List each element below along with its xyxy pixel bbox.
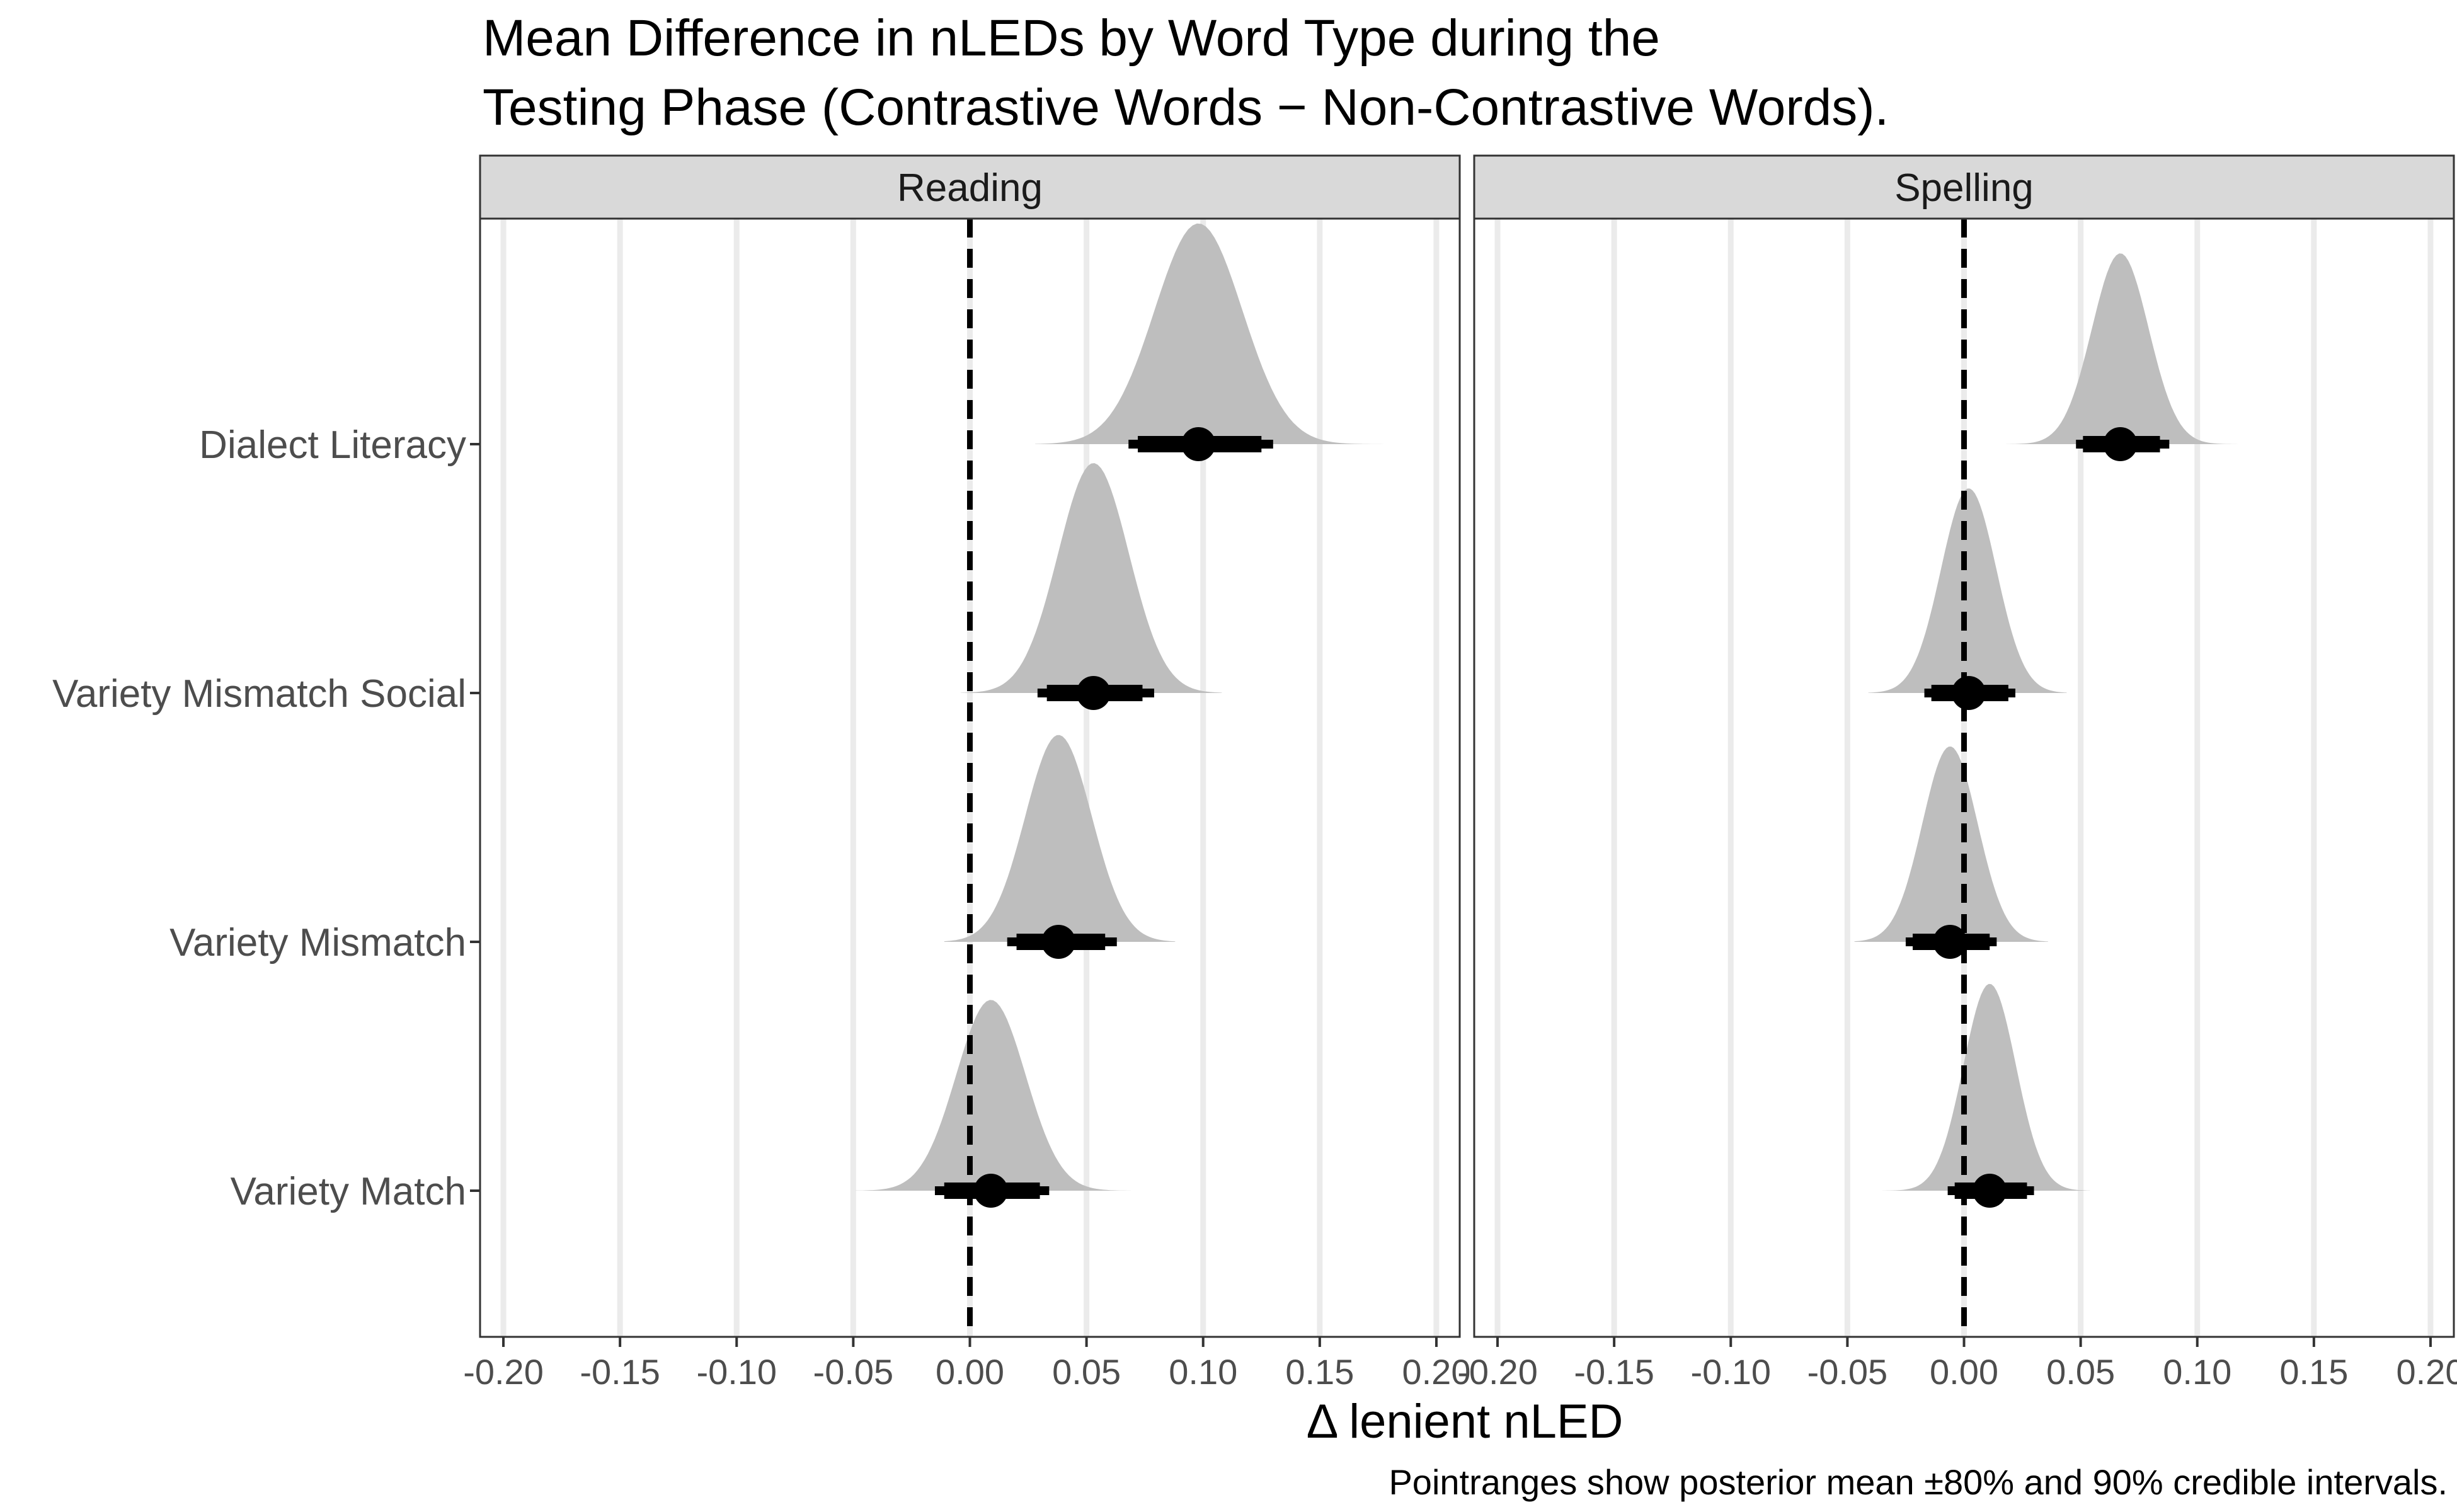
- facet-panels: Reading -0.20 -0.15 -0.10 -0.05 0.00 0.05 0.10 0…: [463, 154, 2457, 1392]
- strip-spelling: [1473, 154, 2455, 220]
- density-spelling-variety-mismatch: [1854, 747, 2048, 942]
- y-axis: Dialect Literacy Variety Mismatch Social V…: [52, 423, 480, 1213]
- strip-reading: [479, 154, 1461, 220]
- density-spelling-dialect-literacy: [2006, 253, 2251, 444]
- strip-label-reading: Reading: [897, 166, 1043, 210]
- x-tick-label: 0.10: [2163, 1352, 2231, 1392]
- x-tick-label: -0.05: [1807, 1352, 1888, 1392]
- panel-spelling: Spelling -0.20 -0.15 -0.10 -0.05 0.00 0.05 0.10…: [1457, 154, 2457, 1392]
- mean-point-reading-variety-match: [973, 1174, 1008, 1208]
- chart-caption: Pointranges show posterior mean ±80% and…: [1389, 1462, 2448, 1502]
- density-reading-variety-mismatch: [944, 735, 1176, 942]
- x-tick-label: -0.05: [813, 1352, 894, 1392]
- y-tick-label-dialect-literacy: Dialect Literacy: [199, 423, 466, 467]
- x-tick-label: 0.20: [2396, 1352, 2457, 1392]
- mean-point-reading-variety-mismatch-social: [1076, 676, 1111, 710]
- y-tick-label-variety-mismatch: Variety Mismatch: [169, 921, 466, 965]
- x-tick-label: -0.15: [1574, 1352, 1654, 1392]
- y-tick-label-variety-match: Variety Match: [231, 1170, 466, 1213]
- x-tick-label: 0.15: [2279, 1352, 2348, 1392]
- x-tick-label: 0.05: [2046, 1352, 2115, 1392]
- mean-point-spelling-variety-mismatch: [1933, 925, 1967, 959]
- x-tick-label: -0.15: [580, 1352, 660, 1392]
- density-spelling-variety-match: [1882, 983, 2090, 1191]
- x-tick-label: 0.00: [936, 1352, 1004, 1392]
- density-reading-dialect-literacy: [1035, 223, 1385, 444]
- density-spelling-variety-mismatch-social: [1868, 488, 2067, 693]
- x-axis-title: Δ lenient nLED: [1307, 1395, 1624, 1448]
- x-tick-label: -0.10: [696, 1352, 777, 1392]
- mean-point-reading-dialect-literacy: [1181, 427, 1216, 461]
- mean-point-spelling-variety-mismatch-social: [1951, 676, 1986, 710]
- panel-reading: Reading -0.20 -0.15 -0.10 -0.05 0.00 0.05 0.10 0…: [463, 154, 1470, 1392]
- y-tick-label-variety-mismatch-social: Variety Mismatch Social: [52, 672, 466, 716]
- mean-point-spelling-dialect-literacy: [2103, 427, 2138, 461]
- x-tick-label: 0.00: [1930, 1352, 1998, 1392]
- x-tick-label: -0.10: [1690, 1352, 1771, 1392]
- density-reading-variety-match: [856, 1000, 1131, 1191]
- mean-point-reading-variety-mismatch: [1041, 925, 1076, 959]
- x-tick-label: 0.05: [1052, 1352, 1121, 1392]
- chart-title-line-2: Testing Phase (Contrastive Words − Non-C…: [483, 79, 1889, 136]
- x-tick-label: -0.20: [463, 1352, 544, 1392]
- x-tick-label: 0.10: [1169, 1352, 1237, 1392]
- chart-title-line-1: Mean Difference in nLEDs by Word Type du…: [483, 9, 1660, 67]
- x-tick-label: 0.20: [1402, 1352, 1470, 1392]
- density-reading-variety-mismatch-social: [960, 463, 1222, 693]
- strip-label-spelling: Spelling: [1894, 166, 2034, 210]
- mean-point-spelling-variety-match: [1973, 1174, 2007, 1208]
- x-tick-label: -0.20: [1457, 1352, 1538, 1392]
- x-tick-label: 0.15: [1285, 1352, 1354, 1392]
